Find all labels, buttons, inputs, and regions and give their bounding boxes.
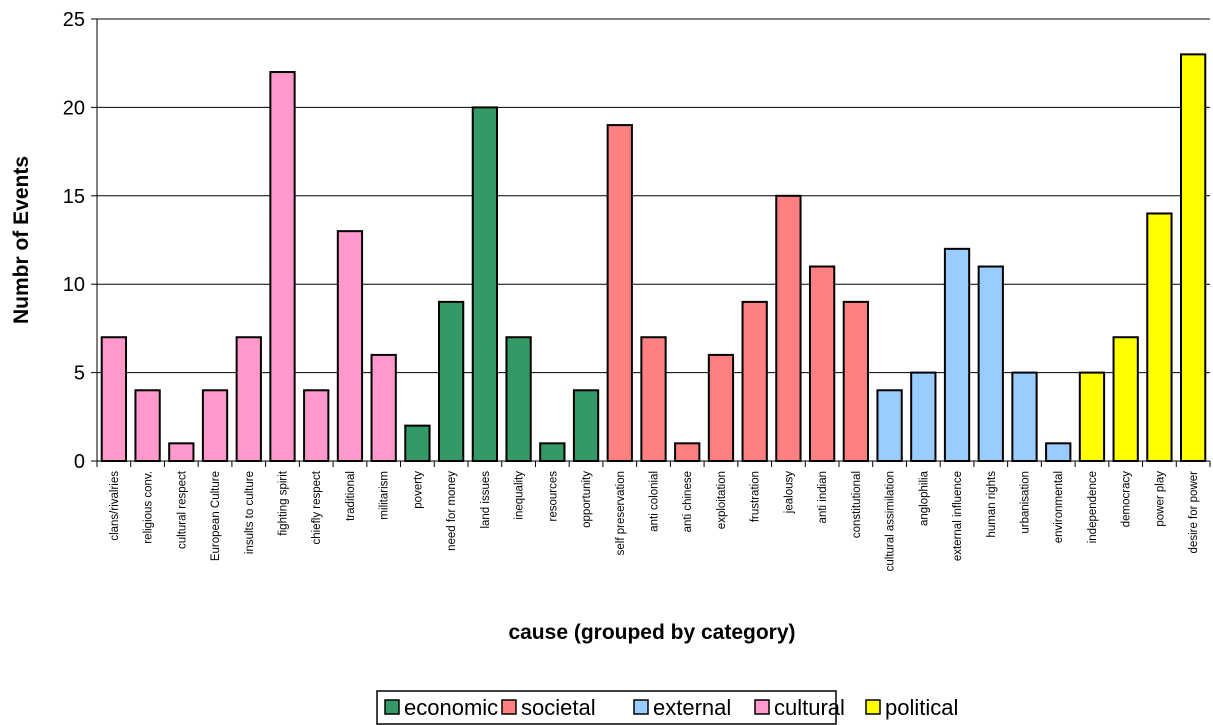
bar-resources [539,442,566,463]
bar-human-rights [977,265,1004,462]
y-tick-labels: 0 5 10 15 20 25 [63,9,85,473]
bar-independence [1078,371,1106,463]
bar-cultural-assimilation [876,389,903,462]
x-axis-title: cause (grouped by category) [508,621,795,644]
x-tick-label: militarism [379,471,391,520]
x-tick-label: frustration [750,471,762,522]
x-tick-label: inequality [514,471,526,520]
bar-anti-indian [808,265,836,462]
y-tick-label: 10 [63,274,85,296]
legend-label-economic: economic [404,695,498,720]
x-tick-label: opportunity [581,471,593,528]
bar-land-issues [471,106,499,463]
legend-swatch-economic [384,699,400,715]
x-tick-label: exploitation [716,471,728,529]
y-tick-label: 25 [63,9,85,31]
bar-anglophilia [910,371,937,463]
legend-swatch-political [865,699,881,715]
bars [100,53,1207,463]
legend-label-societal: societal [521,695,596,720]
bar-anti-colonial [640,336,667,462]
x-tick-label: anti indian [817,471,829,523]
axes [91,18,1211,467]
bar-desire-for-power [1179,53,1207,463]
x-tick-label: resources [547,471,559,522]
bar-self-preservation [606,124,633,463]
x-tick-label: cultural respect [176,470,188,549]
x-tick-label: clans/rivalries [109,471,121,541]
bar-religious-conv- [134,389,161,462]
bar-cultural-respect [168,442,195,463]
bar-constitutional [842,300,869,462]
legend-label-external: external [653,695,731,720]
x-tick-label: poverty [412,471,424,509]
bar-jealousy [775,194,802,463]
x-tick-label: traditional [345,471,357,521]
x-tick-label: human rights [986,471,998,538]
bar-environmental [1045,442,1072,463]
x-tick-label: environmental [1053,471,1065,543]
x-tick-label: fighting spirit [278,470,290,535]
x-tick-label: land issues [480,471,492,529]
bar-opportunity [572,389,600,462]
bar-democracy [1112,336,1139,462]
bar-clans-rivalries [100,336,128,462]
bar-frustration [741,300,768,462]
legend-label-political: political [885,695,958,720]
y-tick-label: 20 [63,97,85,119]
legend: economic societal external cultural politica… [376,690,958,725]
x-tick-label: external influence [952,471,964,561]
y-tick-label: 0 [74,451,85,473]
x-tick-label: religious conv. [143,471,155,544]
x-tick-label: jealousy [783,471,795,514]
x-category-labels: clans/rivalries religious conv. cultural r… [109,470,1200,571]
y-tick-label: 15 [63,186,85,208]
bar-urbanisation [1011,371,1038,463]
legend-swatch-external [633,699,649,715]
x-tick-label: chiefly respect [311,470,323,544]
legend-swatch-societal [501,699,517,715]
x-tick-label: desire for power [1188,471,1200,554]
bar-power-play [1146,212,1173,462]
y-tick-label: 5 [74,363,85,385]
x-tick-label: insults to culture [244,471,256,554]
bar-exploitation [707,353,735,463]
gridlines [97,18,1210,374]
x-tick-label: anti colonial [649,471,661,532]
x-tick-label: democracy [1121,471,1133,527]
bar-inequality [505,336,532,462]
bar-chiefly-respect [303,389,330,462]
bar-fighting-spirit [269,71,296,462]
y-axis-title: Numbr of Events [10,156,33,324]
bar-militarism [370,353,397,463]
bar-need-for-money [437,300,465,462]
legend-swatch-cultural [754,699,770,715]
legend-label-cultural: cultural [774,695,845,720]
x-tick-label: cultural assimilation [885,471,897,571]
x-tick-label: constitutional [851,471,863,538]
x-tick-label: need for money [446,471,458,551]
bar-insults-to-culture [235,336,262,462]
x-tick-label: urbanisation [1020,471,1032,534]
bar-anti-chinese [674,442,701,463]
x-tick-label: self preservation [615,471,627,555]
x-tick-label: anglophilia [918,470,930,526]
x-tick-label: independence [1087,471,1099,543]
bar-external-influence [943,247,971,462]
bar-traditional [336,230,364,462]
bar-european-culture [201,389,229,462]
bar-poverty [404,424,431,463]
x-tick-label: European Culture [210,471,222,561]
x-tick-label: anti chinese [682,471,694,532]
x-tick-label: power play [1154,471,1166,527]
